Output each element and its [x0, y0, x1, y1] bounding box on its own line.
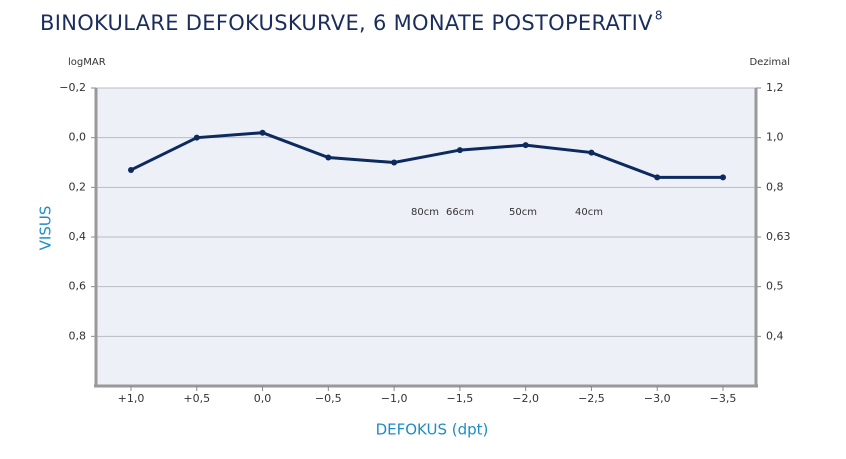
annotation: 40cm [575, 207, 603, 218]
y2-tick-label: 0,63 [766, 230, 791, 243]
annotation: 80cm [411, 207, 439, 218]
y2-tick-label: 1,0 [766, 131, 784, 144]
data-point [720, 174, 726, 181]
x-tick-label: −2,5 [578, 392, 605, 405]
y2-tick-label: 0,5 [766, 280, 784, 293]
x-tick-label: −3,0 [644, 392, 671, 405]
data-point [391, 159, 398, 166]
x-tick-label: −3,5 [710, 392, 737, 405]
y-tick-label: 0,4 [69, 230, 87, 243]
x-axis-title: DEFOKUS (dpt) [376, 421, 489, 439]
x-tick-label: +0,5 [183, 392, 210, 405]
y-axis-title: VISUS [37, 206, 55, 251]
annotation: 66cm [446, 207, 474, 218]
x-tick-label: −1,5 [447, 392, 474, 405]
data-line [130, 131, 723, 179]
data-point [522, 142, 529, 149]
y-unit: logMAR [68, 57, 106, 68]
y-tick-label: 0,0 [69, 131, 87, 144]
y-tick-label: 0,8 [69, 329, 87, 342]
y-tick-label: 0,6 [69, 280, 87, 293]
data-point [128, 166, 134, 173]
y2-tick-label: 1,2 [766, 81, 784, 94]
x-tick-label: −2,0 [512, 392, 539, 405]
data-point [193, 134, 200, 141]
y-tick-label: 0,2 [69, 180, 87, 193]
chart-title: BINOKULARE DEFOKUSKURVE, 6 MONATE POSTOP… [40, 11, 653, 35]
title-footnote: 8 [655, 9, 663, 23]
data-point [259, 129, 266, 136]
x-tick-label: −0,5 [315, 392, 342, 405]
y2-tick-label: 0,8 [766, 180, 784, 193]
data-point [654, 174, 661, 181]
annotation: 50cm [509, 207, 537, 218]
y2-unit: Dezimal [749, 57, 790, 68]
data-point [456, 147, 463, 154]
x-tick-label: 0,0 [254, 392, 272, 405]
y-tick-label: −0,2 [59, 81, 86, 94]
x-tick-label: −1,0 [381, 392, 408, 405]
y2-tick-label: 0,4 [766, 329, 784, 342]
data-point [325, 154, 332, 161]
x-tick-label: +1,0 [118, 392, 145, 405]
data-point [588, 149, 595, 156]
